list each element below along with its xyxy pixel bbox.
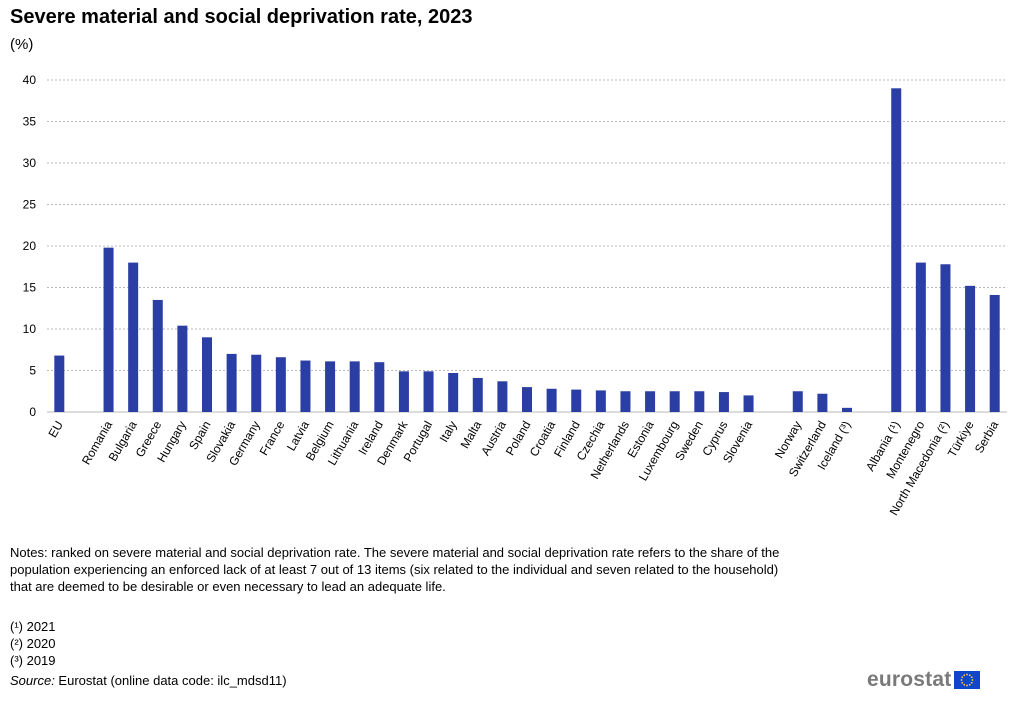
chart-title: Severe material and social deprivation r… xyxy=(10,6,473,28)
bar xyxy=(398,371,409,412)
bar-chart: 0 5 10 15 20 25 30 35 40 EU RomaniaBulgariaGreece… xyxy=(23,73,1007,518)
y-tick-label: 30 xyxy=(23,156,37,170)
source-line: Source: Eurostat (online data code: ilc_… xyxy=(10,673,287,688)
bar xyxy=(275,357,286,412)
bar xyxy=(423,371,434,412)
bar xyxy=(743,395,754,412)
bar xyxy=(325,361,336,412)
bar xyxy=(152,299,163,412)
bar xyxy=(226,353,237,412)
x-tick-label: France xyxy=(257,418,288,458)
bar xyxy=(497,381,508,412)
bar xyxy=(54,355,65,412)
x-axis-labels: EU RomaniaBulgariaGreeceHungarySpainSlova… xyxy=(45,418,1001,518)
y-axis-unit: (%) xyxy=(10,36,34,53)
source-text: Eurostat (online data code: ilc_mdsd11) xyxy=(54,673,287,688)
notes-text: Notes: ranked on severe material and soc… xyxy=(10,545,780,594)
bar xyxy=(300,360,311,412)
source-label: Source: xyxy=(10,673,55,688)
y-tick-label: 10 xyxy=(23,322,37,336)
bar xyxy=(251,354,262,412)
footnote-2: (²) 2020 xyxy=(10,636,56,651)
y-tick-label: 35 xyxy=(23,115,37,129)
y-tick-label: 15 xyxy=(23,281,37,295)
bar xyxy=(965,285,976,412)
bar xyxy=(891,88,902,413)
y-tick-label: 20 xyxy=(23,239,37,253)
footnote-3: (³) 2019 xyxy=(10,653,56,668)
y-axis-ticks: 0 5 10 15 20 25 30 35 40 xyxy=(23,73,37,419)
bar xyxy=(620,391,631,412)
bar xyxy=(718,392,729,412)
bar xyxy=(103,247,114,412)
eurostat-logo: eurostat xyxy=(867,668,981,692)
bar xyxy=(669,391,680,412)
bar xyxy=(645,391,656,412)
bar xyxy=(571,389,582,412)
bar xyxy=(472,377,483,412)
bar xyxy=(374,362,385,412)
bar xyxy=(177,325,188,412)
bar xyxy=(842,407,852,412)
x-tick-label: EU xyxy=(45,419,65,440)
bar xyxy=(595,390,606,412)
bar xyxy=(817,393,828,412)
x-tick-label: Italy xyxy=(437,419,460,445)
bar xyxy=(940,264,951,412)
bar xyxy=(522,387,532,412)
bar xyxy=(128,262,139,412)
bar xyxy=(915,262,926,412)
bar xyxy=(792,391,803,412)
bar xyxy=(989,294,1000,412)
logo-text: eurostat xyxy=(867,668,952,691)
y-tick-label: 40 xyxy=(23,73,37,87)
y-tick-label: 5 xyxy=(29,364,36,378)
bars xyxy=(54,88,1000,413)
bar xyxy=(448,372,459,412)
y-tick-label: 0 xyxy=(29,405,36,419)
bar xyxy=(202,337,212,412)
bar xyxy=(694,391,705,412)
footnote-1: (¹) 2021 xyxy=(10,619,56,634)
gridlines xyxy=(47,79,1007,413)
bar xyxy=(349,361,360,412)
bar xyxy=(546,388,557,412)
x-tick-label: Serbia xyxy=(972,418,1002,455)
eu-flag-icon xyxy=(954,671,981,689)
y-tick-label: 25 xyxy=(23,198,37,212)
footnotes: (¹) 2021 (²) 2020 (³) 2019 xyxy=(10,618,56,669)
